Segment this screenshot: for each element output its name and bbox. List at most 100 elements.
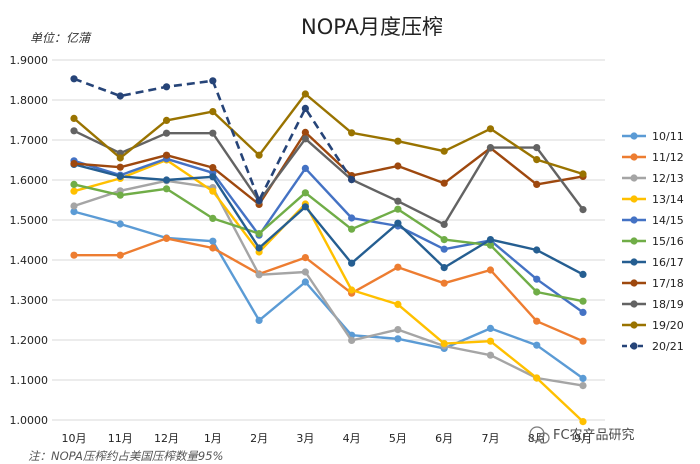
data-point <box>255 244 263 252</box>
x-tick-label: 3月 <box>296 432 314 445</box>
data-point <box>440 264 448 272</box>
series-18-19 <box>70 127 587 228</box>
data-point <box>70 202 78 210</box>
legend-label: 11/12 <box>652 151 684 164</box>
x-tick-label: 10月 <box>62 432 87 445</box>
data-point <box>579 374 587 382</box>
y-tick-label: 1.8000 <box>10 94 49 107</box>
chart-title: NOPA月度压榨 <box>301 15 443 39</box>
data-point <box>440 340 448 348</box>
legend-label: 12/13 <box>652 172 684 185</box>
y-tick-label: 1.9000 <box>10 54 49 67</box>
data-point <box>579 382 587 390</box>
footnote: 注：NOPA压榨约占美国压榨数量95% <box>28 449 223 463</box>
legend-item: 20/21 <box>622 340 684 353</box>
data-point <box>301 90 309 98</box>
data-point <box>348 259 356 267</box>
series-20-21 <box>70 75 356 204</box>
data-point <box>209 173 217 181</box>
data-point <box>533 317 541 325</box>
data-point <box>70 180 78 188</box>
legend-swatch-marker <box>630 237 638 245</box>
data-point <box>301 278 309 286</box>
wechat-icon-inner <box>538 432 550 444</box>
x-tick-label: 4月 <box>343 432 361 445</box>
data-point <box>533 246 541 254</box>
wechat-icon <box>529 426 545 442</box>
data-point <box>301 164 309 172</box>
watermark: FC农产品研究 <box>529 426 635 444</box>
data-point <box>394 162 402 170</box>
legend-label: 17/18 <box>652 277 684 290</box>
legend-swatch-marker <box>630 258 638 266</box>
data-point <box>162 234 171 242</box>
series-line <box>74 237 584 343</box>
data-point <box>301 203 309 211</box>
data-point <box>116 191 124 199</box>
data-point <box>162 176 171 184</box>
data-point <box>533 180 541 188</box>
legend-item: 17/18 <box>622 277 684 290</box>
data-point <box>348 336 356 344</box>
series-line <box>73 157 584 314</box>
data-point <box>533 144 541 152</box>
y-tick-label: 1.1000 <box>10 374 49 387</box>
data-point <box>394 137 402 145</box>
legend-swatch-marker <box>630 300 638 308</box>
data-point <box>533 275 541 283</box>
legend-swatch-marker <box>630 132 638 140</box>
series-11-12 <box>70 234 587 345</box>
legend-item: 18/19 <box>622 298 684 311</box>
data-point <box>162 116 171 124</box>
legend-item: 14/15 <box>622 214 684 227</box>
series-line <box>73 92 584 176</box>
legend-label: 14/15 <box>652 214 684 227</box>
data-point <box>579 270 587 278</box>
data-point <box>209 164 217 172</box>
data-point <box>70 251 78 259</box>
data-point <box>579 297 587 305</box>
data-point <box>394 205 402 213</box>
data-point <box>70 208 78 216</box>
data-point <box>394 219 402 227</box>
data-point <box>486 236 495 244</box>
data-point <box>162 129 171 137</box>
data-point <box>486 241 495 249</box>
watermark-text: FC农产品研究 <box>553 428 635 443</box>
gridlines <box>52 59 605 421</box>
data-point <box>579 418 587 426</box>
data-point <box>348 286 356 294</box>
series-lines <box>70 75 587 426</box>
legend-label: 20/21 <box>652 340 684 353</box>
legend-item: 10/11 <box>622 130 684 143</box>
data-point <box>533 341 541 349</box>
x-tick-label: 2月 <box>250 432 268 445</box>
data-point <box>394 197 402 205</box>
data-point <box>209 129 217 137</box>
series-line <box>73 179 584 387</box>
legend-label: 18/19 <box>652 298 684 311</box>
data-point <box>533 156 541 164</box>
data-point <box>486 337 495 345</box>
y-tick-label: 1.6000 <box>10 174 49 187</box>
x-tick-label: 5月 <box>389 432 407 445</box>
data-point <box>394 335 402 343</box>
x-tick-label: 7月 <box>481 432 499 445</box>
data-point <box>533 288 541 296</box>
data-point <box>70 75 78 83</box>
data-point <box>579 308 587 316</box>
data-point <box>348 225 356 233</box>
series-line <box>73 210 584 380</box>
data-point <box>440 179 448 187</box>
data-point <box>533 374 541 382</box>
series-16-17 <box>70 160 587 278</box>
legend-swatch-marker <box>630 153 638 161</box>
legend-item: 19/20 <box>622 319 684 332</box>
data-point <box>486 324 495 332</box>
x-tick-label: 9月 <box>574 432 592 445</box>
series-line <box>73 158 584 423</box>
series-10-11 <box>70 208 587 382</box>
data-point <box>301 135 309 143</box>
legend-swatch-marker <box>630 195 638 203</box>
data-point <box>348 214 356 222</box>
